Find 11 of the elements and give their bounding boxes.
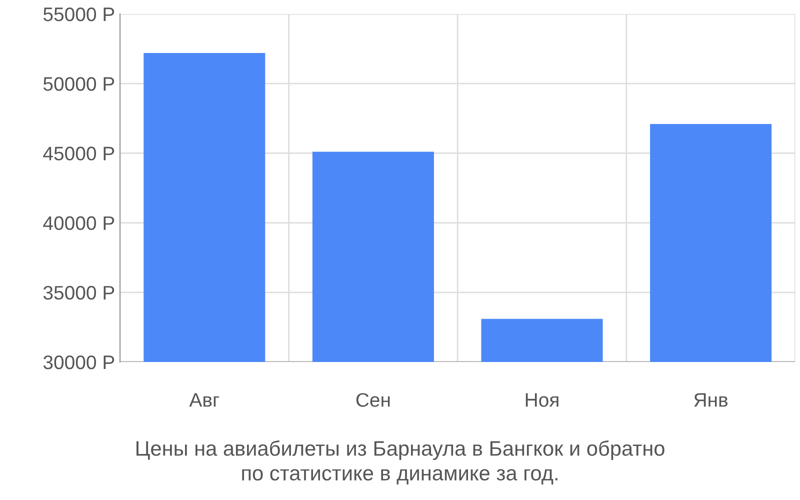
x-tick-label: Авг bbox=[189, 393, 220, 407]
y-tick-label: 45000 Р bbox=[43, 146, 114, 160]
x-tick-label: Сен bbox=[356, 393, 390, 407]
y-tick-label: 35000 Р bbox=[43, 286, 114, 300]
y-tick-label: 55000 Р bbox=[43, 7, 114, 22]
text: Цены на авиабилеты из Барнаула в Бангкок и обратно по статистике в динамике за год. bbox=[136, 440, 664, 484]
y-tick-label: 50000 Р bbox=[43, 77, 114, 91]
x-tick-label: Янв bbox=[694, 393, 728, 407]
x-tick-label: Ноя bbox=[526, 393, 558, 407]
y-tick-label: 30000 Р bbox=[43, 355, 114, 370]
y-tick-label: 40000 Р bbox=[43, 216, 114, 230]
